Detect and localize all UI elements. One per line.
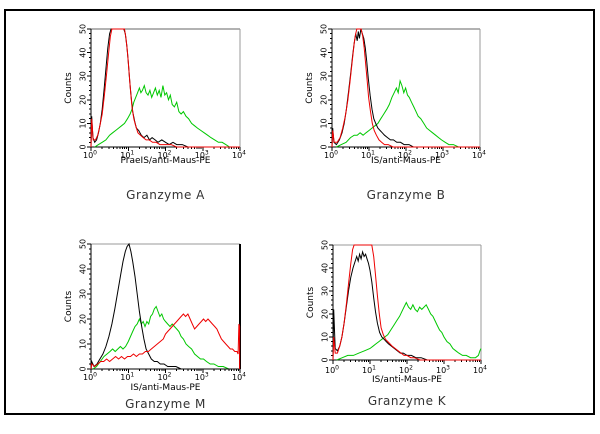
- y-tick-label: 40: [321, 263, 330, 273]
- x-tick-label: 102: [157, 372, 171, 383]
- x-tick-label: 101: [361, 150, 375, 161]
- red-histogram: [332, 244, 481, 361]
- y-tick-label: 0: [79, 366, 88, 371]
- y-tick-label: 40: [79, 48, 88, 58]
- x-tick-label: 104: [472, 150, 486, 161]
- y-tick-label: 20: [320, 95, 329, 105]
- axes: 0 10 20 30 40 50 100 101 102 103 104: [321, 240, 488, 375]
- x-tick-label: 104: [232, 372, 246, 383]
- y-axis-label: Counts: [306, 286, 316, 318]
- y-tick-label: 50: [320, 24, 329, 34]
- y-axis-label: Counts: [64, 290, 74, 322]
- panel-granzyme-m: 0 10 20 30 40 50 100 101 102 103 104 Counts IS/anti-…: [56, 229, 271, 434]
- x-tick-label: 104: [232, 150, 246, 161]
- red-histogram: [90, 28, 240, 148]
- x-tick-label: 101: [120, 372, 134, 383]
- panel-granzyme-b: 0 10 20 30 40 50 100 101 102 103 104 Counts IS/anti-…: [297, 14, 512, 219]
- y-tick-label: 50: [79, 24, 88, 34]
- black-histogram: [90, 28, 240, 148]
- green-histogram: [94, 83, 240, 148]
- x-axis-label: IS/anti-Maus-PE: [371, 156, 441, 166]
- y-tick-label: 10: [79, 339, 88, 349]
- panel-granzyme-a: 0 10 20 30 40 50 100 101 102 103 104 Counts PraeIS/a…: [56, 14, 271, 219]
- green-histogram: [92, 305, 240, 370]
- red-histogram: [90, 313, 241, 370]
- y-tick-label: 10: [79, 118, 88, 128]
- x-axis-label: IS/anti-Maus-PE: [372, 375, 442, 385]
- panel-title-granzyme-k: Granzyme K: [367, 394, 447, 408]
- panel-title-granzyme-a: Granzyme A: [126, 188, 205, 202]
- y-tick-label: 20: [321, 309, 330, 319]
- x-axis-label: IS/anti-Maus-PE: [131, 383, 201, 393]
- y-tick-label: 20: [79, 314, 88, 324]
- axes: 0 10 20 30 40 50 100 101 102 103 104: [320, 24, 487, 160]
- y-tick-label: 40: [320, 48, 329, 58]
- y-tick-label: 20: [79, 95, 88, 105]
- y-axis-label: Counts: [305, 72, 315, 104]
- axes: 0 10 20 30 40 50 100 101 102 103 104: [79, 24, 247, 160]
- red-histogram: [331, 28, 480, 148]
- panel-granzyme-k: 0 10 20 30 40 50 100 101 102 103 104 Counts IS/anti-…: [298, 229, 513, 434]
- black-histogram: [90, 242, 240, 370]
- x-tick-label: 103: [436, 365, 450, 376]
- x-tick-label: 103: [435, 150, 449, 161]
- y-tick-label: 10: [321, 332, 330, 342]
- y-axis-label: Counts: [64, 72, 74, 104]
- green-histogram: [336, 78, 480, 148]
- axes: 0 10 20 30 40 50 100 101 102 103 104: [79, 239, 247, 382]
- y-tick-label: 10: [320, 118, 329, 128]
- panel-title-granzyme-b: Granzyme B: [366, 188, 446, 202]
- y-tick-label: 0: [79, 144, 88, 149]
- y-tick-label: 30: [321, 286, 330, 296]
- y-tick-label: 30: [320, 71, 329, 81]
- y-tick-label: 0: [320, 144, 329, 149]
- y-tick-label: 0: [321, 357, 330, 362]
- x-axis-label: PraeIS/anti-Maus-PE: [121, 156, 211, 166]
- green-histogram: [336, 301, 482, 361]
- figure-border: [4, 9, 595, 415]
- histogram-plot-granzyme-m: 0 10 20 30 40 50 100 101 102 103 104 Counts IS/anti-…: [64, 239, 247, 393]
- y-tick-label: 40: [79, 264, 88, 274]
- x-tick-label: 100: [325, 365, 339, 376]
- histogram-plot-granzyme-b: 0 10 20 30 40 50 100 101 102 103 104 Counts IS/anti-…: [305, 24, 487, 166]
- x-tick-label: 101: [120, 150, 134, 161]
- x-tick-label: 100: [324, 150, 338, 161]
- y-tick-label: 30: [79, 71, 88, 81]
- y-tick-label: 50: [79, 239, 88, 249]
- histogram-plot-granzyme-k: 0 10 20 30 40 50 100 101 102 103 104 Counts IS/anti-…: [306, 240, 488, 385]
- x-tick-label: 103: [195, 372, 209, 383]
- x-tick-label: 104: [473, 365, 487, 376]
- panel-title-granzyme-m: Granzyme M: [125, 397, 206, 411]
- x-tick-label: 100: [83, 150, 97, 161]
- y-tick-label: 30: [79, 289, 88, 299]
- x-tick-label: 101: [362, 365, 376, 376]
- y-tick-label: 50: [321, 240, 330, 250]
- x-tick-label: 102: [398, 150, 412, 161]
- x-tick-label: 102: [399, 365, 413, 376]
- x-tick-label: 100: [83, 372, 97, 383]
- x-tick-label: 102: [157, 150, 171, 161]
- black-histogram: [332, 249, 481, 361]
- x-tick-label: 103: [195, 150, 209, 161]
- histogram-plot-granzyme-a: 0 10 20 30 40 50 100 101 102 103 104 Counts PraeIS/a…: [64, 24, 247, 166]
